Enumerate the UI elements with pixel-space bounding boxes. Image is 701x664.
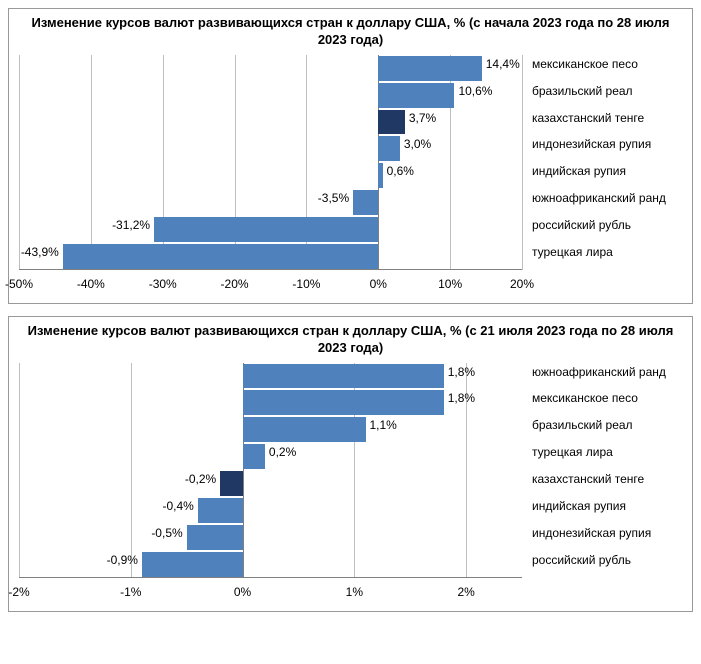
- value-label: -0,4%: [163, 499, 194, 513]
- bar-row: -0,5%индонезийская рупия: [19, 524, 522, 551]
- value-label: -0,5%: [151, 526, 182, 540]
- x-tick-label: -20%: [221, 277, 249, 291]
- x-tick-label: 10%: [438, 277, 462, 291]
- x-axis-labels: -50%-40%-30%-20%-10%0%10%20%: [19, 275, 522, 295]
- bar-row: 14,4%мексиканское песо: [19, 55, 522, 82]
- bar-row: 1,8%южноафриканский ранд: [19, 363, 522, 390]
- bar: [63, 244, 378, 269]
- category-label: индийская рупия: [532, 499, 626, 513]
- category-label: российский рубль: [532, 553, 631, 567]
- value-label: -3,5%: [318, 191, 349, 205]
- chart-panel: Изменение курсов валют развивающихся стр…: [8, 316, 693, 612]
- category-label: бразильский реал: [532, 418, 633, 432]
- x-tick-label: 0%: [234, 585, 251, 599]
- bar: [243, 364, 444, 389]
- bar: [220, 471, 242, 496]
- x-tick-label: -40%: [77, 277, 105, 291]
- bar: [187, 525, 243, 550]
- value-label: 1,8%: [448, 391, 475, 405]
- bar-row: -3,5%южноафриканский ранд: [19, 189, 522, 216]
- x-axis-line: [19, 269, 522, 270]
- category-label: российский рубль: [532, 218, 631, 232]
- category-label: мексиканское песо: [532, 57, 638, 71]
- chart-title: Изменение курсов валют развивающихся стр…: [19, 15, 682, 49]
- x-axis-line: [19, 577, 522, 578]
- x-tick-label: 20%: [510, 277, 534, 291]
- bar: [243, 390, 444, 415]
- category-label: бразильский реал: [532, 84, 633, 98]
- bar: [378, 83, 454, 108]
- x-tick-label: -50%: [5, 277, 33, 291]
- value-label: 1,8%: [448, 365, 475, 379]
- bar-row: 0,2%турецкая лира: [19, 443, 522, 470]
- category-label: южноафриканский ранд: [532, 191, 666, 205]
- value-label: 3,0%: [404, 137, 431, 151]
- bar-row: 1,1%бразильский реал: [19, 416, 522, 443]
- category-label: турецкая лира: [532, 445, 613, 459]
- x-tick-label: 1%: [346, 585, 363, 599]
- x-tick-label: -10%: [292, 277, 320, 291]
- category-label: индийская рупия: [532, 164, 626, 178]
- bar-row: 3,7%казахстанский тенге: [19, 109, 522, 136]
- bar: [142, 552, 243, 577]
- value-label: 3,7%: [409, 111, 436, 125]
- value-label: -0,9%: [107, 553, 138, 567]
- chart-panel: Изменение курсов валют развивающихся стр…: [8, 8, 693, 304]
- value-label: 10,6%: [458, 84, 492, 98]
- bar-row: 10,6%бразильский реал: [19, 82, 522, 109]
- plot-area: 1,8%южноафриканский ранд1,8%мексиканское…: [19, 363, 522, 603]
- bar-row: -43,9%турецкая лира: [19, 243, 522, 270]
- bar-row: 1,8%мексиканское песо: [19, 389, 522, 416]
- bar: [353, 190, 378, 215]
- x-tick-label: -30%: [149, 277, 177, 291]
- bar-row: -31,2%российский рубль: [19, 216, 522, 243]
- value-label: 1,1%: [370, 418, 397, 432]
- value-label: 14,4%: [486, 57, 520, 71]
- value-label: 0,2%: [269, 445, 296, 459]
- bar: [378, 56, 481, 81]
- x-tick-label: 2%: [457, 585, 474, 599]
- category-label: казахстанский тенге: [532, 472, 644, 486]
- category-label: мексиканское песо: [532, 391, 638, 405]
- bar-row: -0,4%индийская рупия: [19, 497, 522, 524]
- gridline: [522, 55, 523, 270]
- bar: [378, 136, 400, 161]
- value-label: -43,9%: [21, 245, 59, 259]
- chart-title: Изменение курсов валют развивающихся стр…: [19, 323, 682, 357]
- category-label: южноафриканский ранд: [532, 365, 666, 379]
- bar-row: -0,9%российский рубль: [19, 551, 522, 578]
- bar-row: 3,0%индонезийская рупия: [19, 135, 522, 162]
- bars-region: 14,4%мексиканское песо10,6%бразильский р…: [19, 55, 522, 270]
- value-label: -0,2%: [185, 472, 216, 486]
- bar: [154, 217, 378, 242]
- category-label: казахстанский тенге: [532, 111, 644, 125]
- bar: [378, 110, 405, 135]
- bar: [243, 444, 265, 469]
- bar-row: 0,6%индийская рупия: [19, 162, 522, 189]
- value-label: 0,6%: [387, 164, 414, 178]
- bars-region: 1,8%южноафриканский ранд1,8%мексиканское…: [19, 363, 522, 578]
- category-label: турецкая лира: [532, 245, 613, 259]
- bar: [198, 498, 243, 523]
- category-label: индонезийская рупия: [532, 137, 651, 151]
- x-tick-label: -1%: [120, 585, 141, 599]
- bar: [378, 163, 382, 188]
- x-tick-label: 0%: [370, 277, 387, 291]
- plot-area: 14,4%мексиканское песо10,6%бразильский р…: [19, 55, 522, 295]
- value-label: -31,2%: [112, 218, 150, 232]
- bar: [243, 417, 366, 442]
- x-tick-label: -2%: [8, 585, 29, 599]
- bar-row: -0,2%казахстанский тенге: [19, 470, 522, 497]
- x-axis-labels: -2%-1%0%1%2%: [19, 583, 522, 603]
- category-label: индонезийская рупия: [532, 526, 651, 540]
